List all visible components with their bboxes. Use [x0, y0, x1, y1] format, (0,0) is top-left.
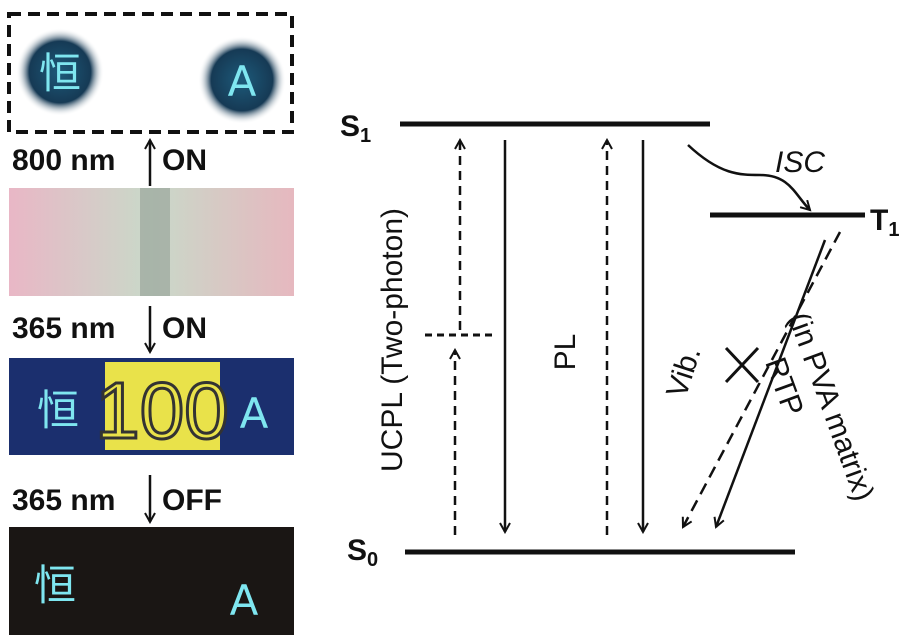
glow-char: 恒	[37, 386, 79, 435]
subscript: 1	[888, 219, 899, 241]
pl-label: PL	[549, 334, 582, 371]
state-label: ON	[162, 312, 207, 345]
glow-char: A	[228, 57, 257, 106]
state-label: ON	[162, 144, 207, 177]
security-thread	[140, 188, 170, 296]
subscript: 1	[360, 125, 371, 147]
level-label: S0	[347, 534, 378, 571]
wavelength-label: 365 nm	[12, 484, 115, 517]
subscript: 0	[367, 549, 378, 571]
state-label: OFF	[162, 484, 222, 517]
symbol: S	[340, 110, 360, 143]
level-label: T1	[870, 204, 899, 241]
ucpl-label: UCPL (Two-photon)	[376, 208, 409, 472]
glow-char: 恒	[34, 561, 76, 610]
vib-label: Vib.	[660, 343, 707, 402]
photo-panels: 恒 A 800 nm ON 365 nm ON 100 恒 A 365 nm O…	[9, 14, 294, 635]
symbol: T	[870, 204, 888, 237]
wavelength-label: 800 nm	[12, 144, 115, 177]
fluorescent-number: 100	[95, 366, 228, 455]
glow-char: 恒	[39, 49, 81, 98]
glow-char: A	[240, 389, 269, 438]
symbol: S	[347, 534, 367, 567]
isc-label: ISC	[775, 146, 825, 179]
figure: 恒 A 800 nm ON 365 nm ON 100 恒 A 365 nm O…	[0, 0, 917, 635]
energy-diagram: S1 T1 S0 ISC UCPL (Two-photon) PL Vib. R…	[340, 110, 899, 571]
blocked-cross	[726, 348, 758, 382]
level-label: S1	[340, 110, 371, 147]
glow-char: A	[230, 576, 259, 625]
wavelength-label: 365 nm	[12, 312, 115, 345]
